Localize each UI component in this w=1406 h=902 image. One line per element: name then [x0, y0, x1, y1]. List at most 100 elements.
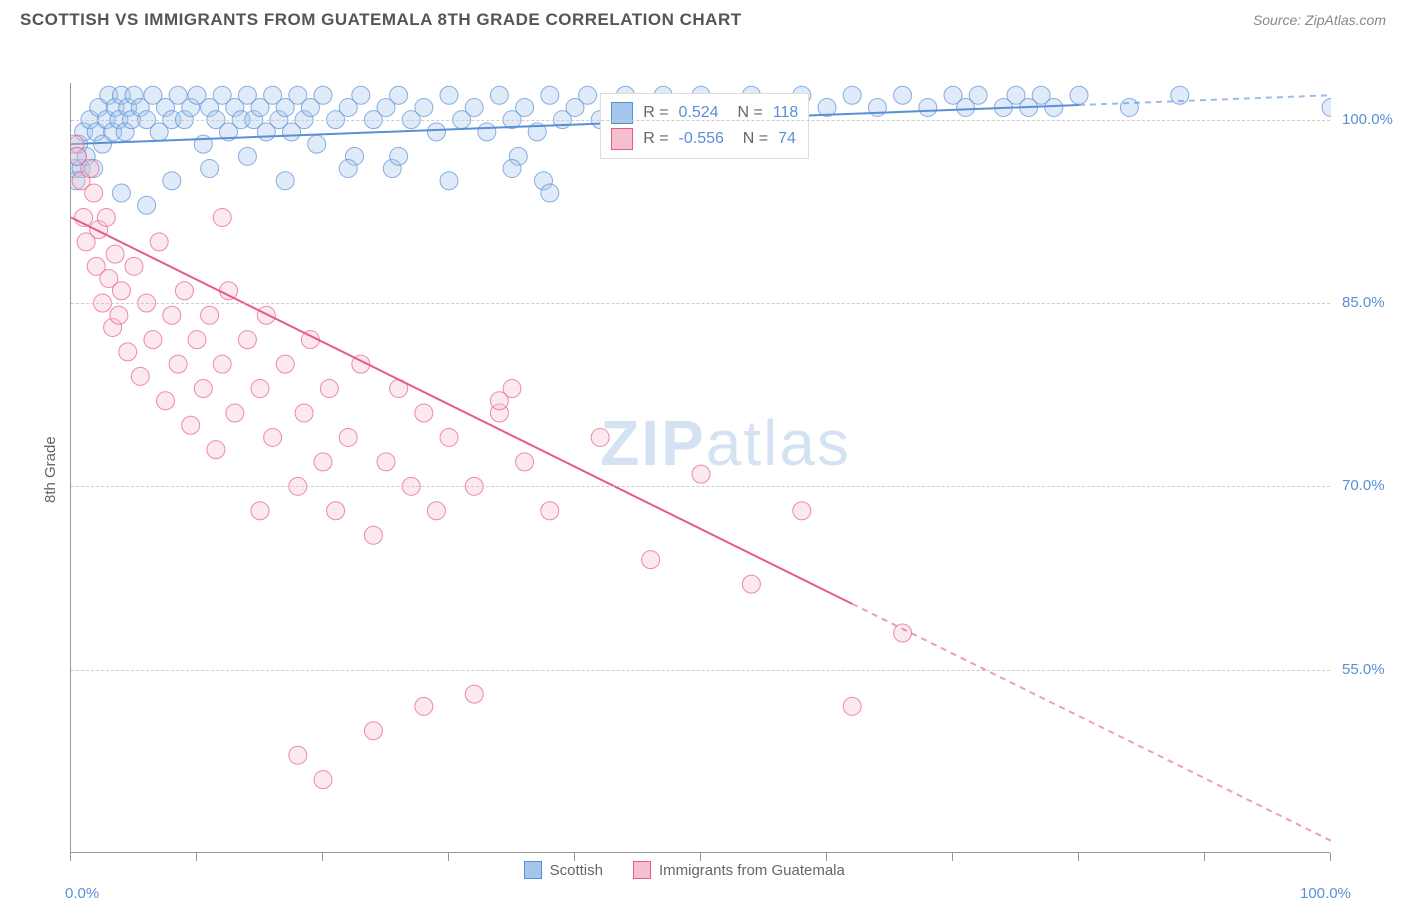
stats-box: R =0.524 N =118R =-0.556 N =74 — [600, 93, 809, 159]
data-point — [1120, 98, 1138, 116]
data-point — [295, 404, 313, 422]
data-point — [81, 160, 99, 178]
data-point — [163, 306, 181, 324]
data-point — [969, 86, 987, 104]
data-point — [119, 343, 137, 361]
data-point — [440, 172, 458, 190]
data-point — [377, 453, 395, 471]
data-point — [415, 98, 433, 116]
gridline — [71, 486, 1330, 487]
stats-swatch — [611, 128, 633, 150]
data-point — [415, 697, 433, 715]
data-point — [364, 722, 382, 740]
data-point — [138, 196, 156, 214]
data-point — [169, 355, 187, 373]
y-tick-label: 55.0% — [1342, 661, 1385, 678]
x-tick-label: 100.0% — [1300, 885, 1351, 902]
data-point — [175, 282, 193, 300]
data-point — [390, 147, 408, 165]
stats-swatch — [611, 102, 633, 124]
gridline — [71, 120, 1330, 121]
data-point — [516, 98, 534, 116]
legend-item: Immigrants from Guatemala — [633, 861, 845, 879]
data-point — [843, 86, 861, 104]
legend-label: Immigrants from Guatemala — [659, 862, 845, 879]
source-label: Source: ZipAtlas.com — [1253, 12, 1386, 28]
x-tick — [70, 853, 71, 861]
data-point — [1322, 98, 1331, 116]
stats-n-label: N = — [734, 130, 768, 148]
data-point — [201, 306, 219, 324]
data-point — [465, 98, 483, 116]
x-tick — [700, 853, 701, 861]
data-point — [276, 172, 294, 190]
x-tick — [952, 853, 953, 861]
gridline — [71, 670, 1330, 671]
data-point — [352, 86, 370, 104]
data-point — [440, 428, 458, 446]
data-point — [516, 453, 534, 471]
data-point — [465, 685, 483, 703]
data-point — [257, 306, 275, 324]
x-tick — [574, 853, 575, 861]
data-point — [97, 208, 115, 226]
data-point — [213, 208, 231, 226]
data-point — [894, 86, 912, 104]
data-point — [112, 184, 130, 202]
x-tick — [322, 853, 323, 861]
data-point — [163, 172, 181, 190]
data-point — [251, 502, 269, 520]
data-point — [220, 282, 238, 300]
legend-label: Scottish — [550, 862, 603, 879]
chart-title: SCOTTISH VS IMMIGRANTS FROM GUATEMALA 8T… — [20, 10, 742, 30]
data-point — [843, 697, 861, 715]
data-point — [238, 147, 256, 165]
data-point — [150, 233, 168, 251]
data-point — [213, 355, 231, 373]
data-point — [541, 502, 559, 520]
data-point — [390, 86, 408, 104]
legend-item: Scottish — [524, 861, 603, 879]
data-point — [188, 331, 206, 349]
data-point — [692, 465, 710, 483]
data-point — [112, 282, 130, 300]
data-point — [226, 404, 244, 422]
stats-r-label: R = — [643, 130, 668, 148]
data-point — [579, 86, 597, 104]
data-point — [1045, 98, 1063, 116]
x-tick — [448, 853, 449, 861]
plot-area: ZIPatlas R =0.524 N =118R =-0.556 N =74 — [70, 83, 1330, 853]
y-tick-label: 70.0% — [1342, 477, 1385, 494]
data-point — [314, 771, 332, 789]
data-point — [339, 428, 357, 446]
x-tick — [1078, 853, 1079, 861]
data-point — [264, 428, 282, 446]
data-point — [415, 404, 433, 422]
data-point — [314, 86, 332, 104]
legend-swatch — [524, 861, 542, 879]
stats-r-value: -0.556 — [679, 130, 724, 148]
data-point — [490, 86, 508, 104]
trend-line-dashed — [852, 604, 1331, 841]
stats-row: R =-0.556 N =74 — [611, 126, 798, 152]
x-tick — [1330, 853, 1331, 861]
trend-line-dashed — [1079, 95, 1331, 105]
x-tick — [826, 853, 827, 861]
data-point — [207, 441, 225, 459]
data-point — [490, 392, 508, 410]
data-point — [85, 184, 103, 202]
y-tick-label: 100.0% — [1342, 111, 1393, 128]
data-point — [427, 502, 445, 520]
data-point — [251, 380, 269, 398]
data-point — [314, 453, 332, 471]
data-point — [541, 86, 559, 104]
legend-bottom: Scottish Immigrants from Guatemala — [524, 861, 845, 879]
data-point — [320, 380, 338, 398]
data-point — [1070, 86, 1088, 104]
x-tick — [1204, 853, 1205, 861]
data-point — [503, 160, 521, 178]
gridline — [71, 303, 1330, 304]
legend-swatch — [633, 861, 651, 879]
data-point — [131, 367, 149, 385]
stats-row: R =0.524 N =118 — [611, 100, 798, 126]
